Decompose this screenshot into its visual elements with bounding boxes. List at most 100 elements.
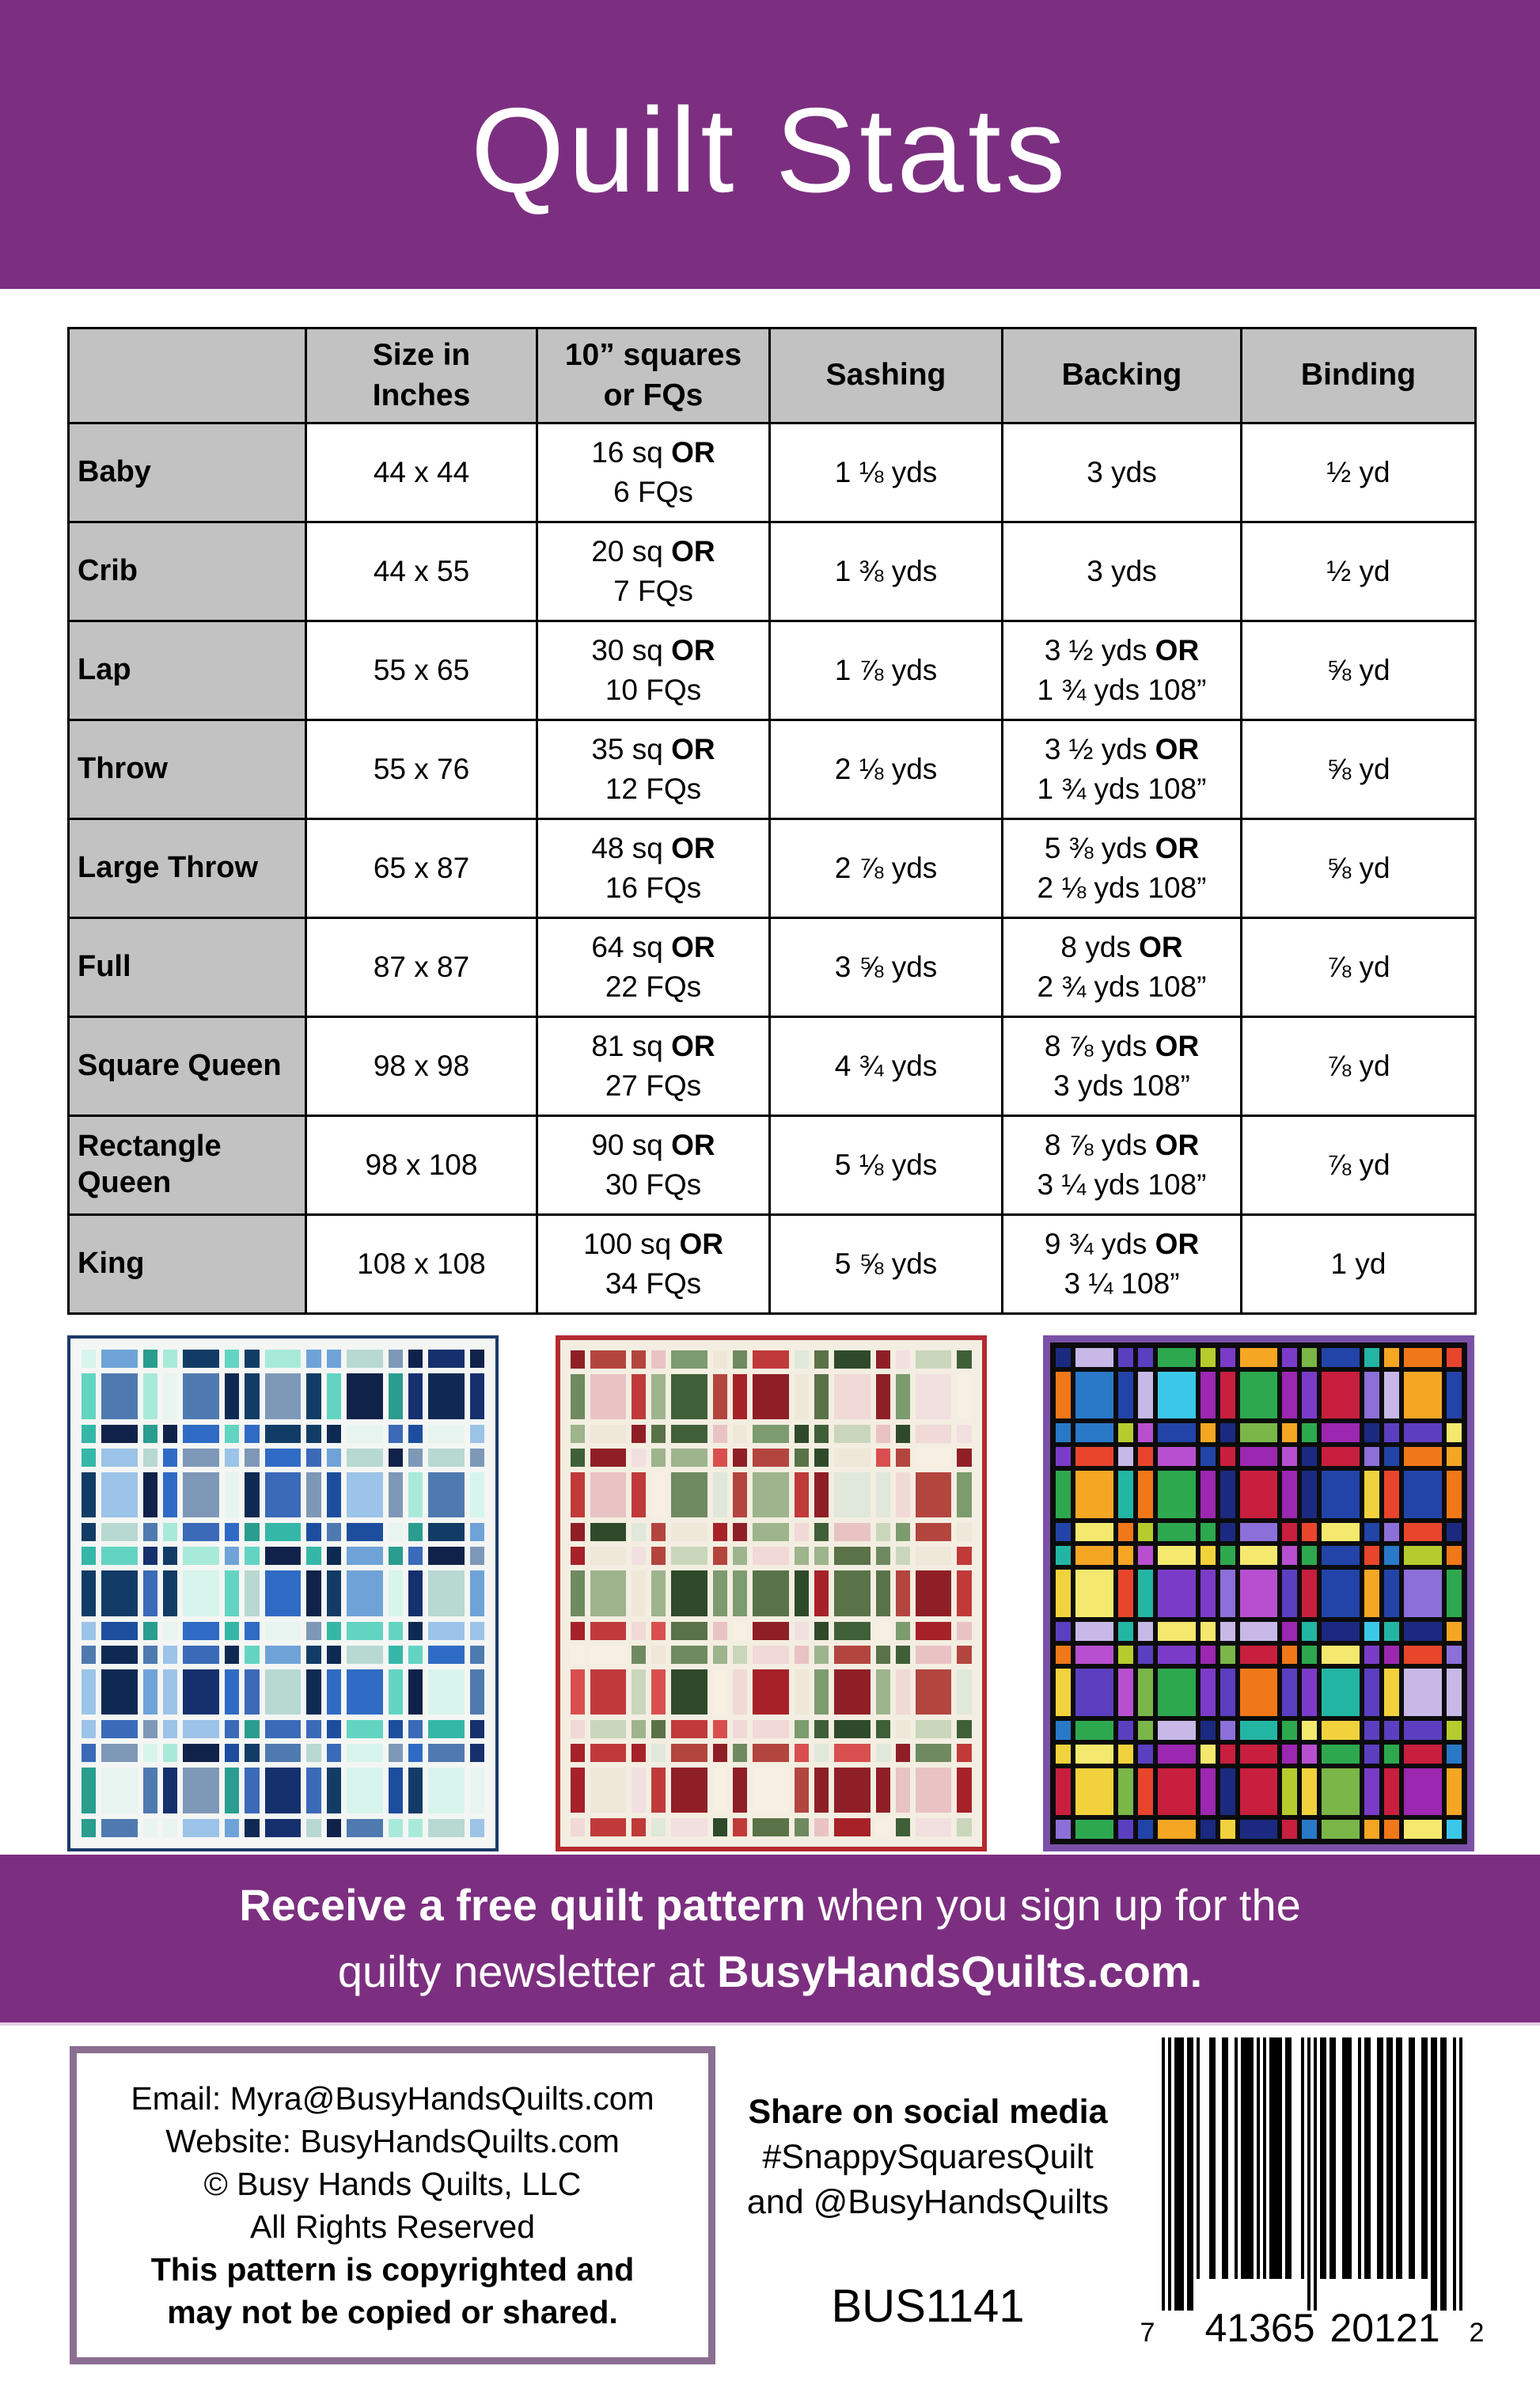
quilt-patch — [245, 1373, 260, 1419]
table-cell-sashing: 3 ⅝ yds — [768, 917, 1003, 1018]
quilt-patch — [570, 1621, 585, 1640]
quilt-patch — [895, 1373, 910, 1420]
quilt-patch — [753, 1621, 789, 1640]
quilt-patch — [1384, 1720, 1400, 1740]
table-row: Lap 55 x 65 30 sq OR 10 FQs 1 ⅞ yds 3 ½ yds O… — [67, 620, 1477, 721]
quilt-patch — [1322, 1371, 1360, 1419]
quilt-patch — [1137, 1423, 1153, 1443]
table-body: Baby 44 x 44 16 sq OR 6 FQs 1 ⅛ yds 3 yds ½ yd… — [67, 422, 1477, 1315]
quilt-patch — [1364, 1820, 1380, 1839]
quilt-patch — [1446, 1669, 1462, 1716]
quilt-patch — [1157, 1720, 1196, 1740]
quilt-patch — [82, 1350, 97, 1369]
quilt-patch — [794, 1523, 809, 1542]
quilt-patch — [875, 1472, 890, 1518]
banner-line-1-bold: Receive a free quilt pattern — [239, 1880, 806, 1931]
quilt-patch — [225, 1720, 240, 1739]
table-cell-size: 65 x 87 — [305, 818, 538, 919]
quilt-patch — [1364, 1669, 1380, 1716]
quilt-patch — [733, 1767, 748, 1813]
quilt-patch — [183, 1570, 220, 1616]
table-cell-size: 55 x 65 — [305, 620, 538, 721]
quilt-patch — [408, 1744, 423, 1763]
quilt-patch — [82, 1669, 97, 1715]
quilt-patch — [875, 1669, 890, 1715]
quilt-patch — [590, 1523, 627, 1542]
quilt-patch — [590, 1767, 627, 1813]
quilt-patch — [1446, 1423, 1462, 1443]
quilt-patch — [1075, 1645, 1113, 1665]
quilt-patch — [875, 1719, 890, 1738]
quilt-patch — [1075, 1744, 1113, 1764]
quilt-patch — [1302, 1744, 1318, 1764]
quilt-patch — [1117, 1471, 1133, 1518]
quilt-patch — [957, 1472, 972, 1518]
quilt-patch — [326, 1720, 341, 1739]
quilt-patch — [632, 1719, 647, 1738]
quilt-patch — [712, 1449, 728, 1468]
table-cell-backing: 3 yds — [1001, 521, 1242, 622]
quilt-patch — [326, 1523, 341, 1542]
quilt-patch — [590, 1373, 627, 1420]
quilt-patch — [753, 1373, 789, 1420]
quilt-patch — [834, 1350, 871, 1369]
quilt-patch — [1446, 1371, 1462, 1419]
quilt-patch — [1364, 1423, 1380, 1443]
quilt-patch — [1157, 1768, 1196, 1816]
quilt-patch — [163, 1472, 178, 1518]
quilt-patch — [590, 1669, 627, 1715]
quilt-patch — [1404, 1371, 1442, 1419]
quilt-patch — [225, 1523, 240, 1542]
quilt-patch — [346, 1350, 383, 1369]
quilt-patch — [1056, 1423, 1072, 1443]
table-cell-sashing: 5 ⅝ yds — [768, 1213, 1003, 1315]
table-cell-size: 44 x 55 — [305, 521, 538, 622]
quilt-patch — [1137, 1621, 1153, 1641]
quilt-patch — [1384, 1669, 1400, 1716]
quilt-patch — [590, 1449, 627, 1468]
quilt-patch — [245, 1523, 260, 1542]
quilt-patch — [388, 1424, 403, 1443]
quilt-patch — [469, 1373, 484, 1419]
quilt-patch — [651, 1472, 666, 1518]
quilt-patch — [875, 1523, 890, 1542]
quilt-patch — [1239, 1768, 1278, 1816]
quilt-patch — [632, 1373, 647, 1420]
quilt-patch — [1364, 1744, 1380, 1764]
quilt-patch — [469, 1818, 484, 1837]
quilt-patch — [142, 1448, 158, 1467]
quilt-patch — [264, 1744, 302, 1763]
quilt-patch — [632, 1767, 647, 1813]
quilt-patch — [814, 1425, 829, 1444]
quilt-patch — [388, 1448, 403, 1467]
quilt-patch — [814, 1621, 829, 1640]
quilt-patch — [671, 1449, 707, 1468]
quilt-patch — [1404, 1768, 1442, 1816]
quilt-patch — [225, 1621, 240, 1640]
quilt-patch — [671, 1547, 707, 1566]
quilt-patch — [388, 1547, 403, 1566]
quilt-patch — [142, 1818, 158, 1837]
table-cell-squares: 20 sq OR 7 FQs — [536, 521, 771, 622]
quilt-patch — [957, 1350, 972, 1369]
quilt-patch — [1117, 1570, 1133, 1617]
quilt-patch — [895, 1669, 910, 1715]
quilt-patch — [733, 1425, 748, 1444]
quilt-patch — [834, 1425, 871, 1444]
quilt-patch — [408, 1472, 423, 1518]
copyright-warning-1: This pattern is copyrighted and — [150, 2251, 635, 2288]
quilt-patch — [814, 1645, 829, 1664]
quilt-patch — [469, 1547, 484, 1566]
quilt-patch — [915, 1719, 952, 1738]
quilt-patch — [590, 1818, 627, 1836]
quilt-patch — [142, 1744, 158, 1763]
quilt-patch — [733, 1621, 748, 1640]
quilt-patch — [183, 1720, 220, 1739]
quilt-patch — [1075, 1447, 1113, 1467]
quilt-patch — [82, 1373, 97, 1419]
quilt-patch — [834, 1743, 871, 1762]
quilt-patch — [346, 1448, 383, 1467]
quilt-patch — [651, 1547, 666, 1566]
quilt-patch — [346, 1547, 383, 1566]
quilt-patch — [1282, 1621, 1298, 1641]
